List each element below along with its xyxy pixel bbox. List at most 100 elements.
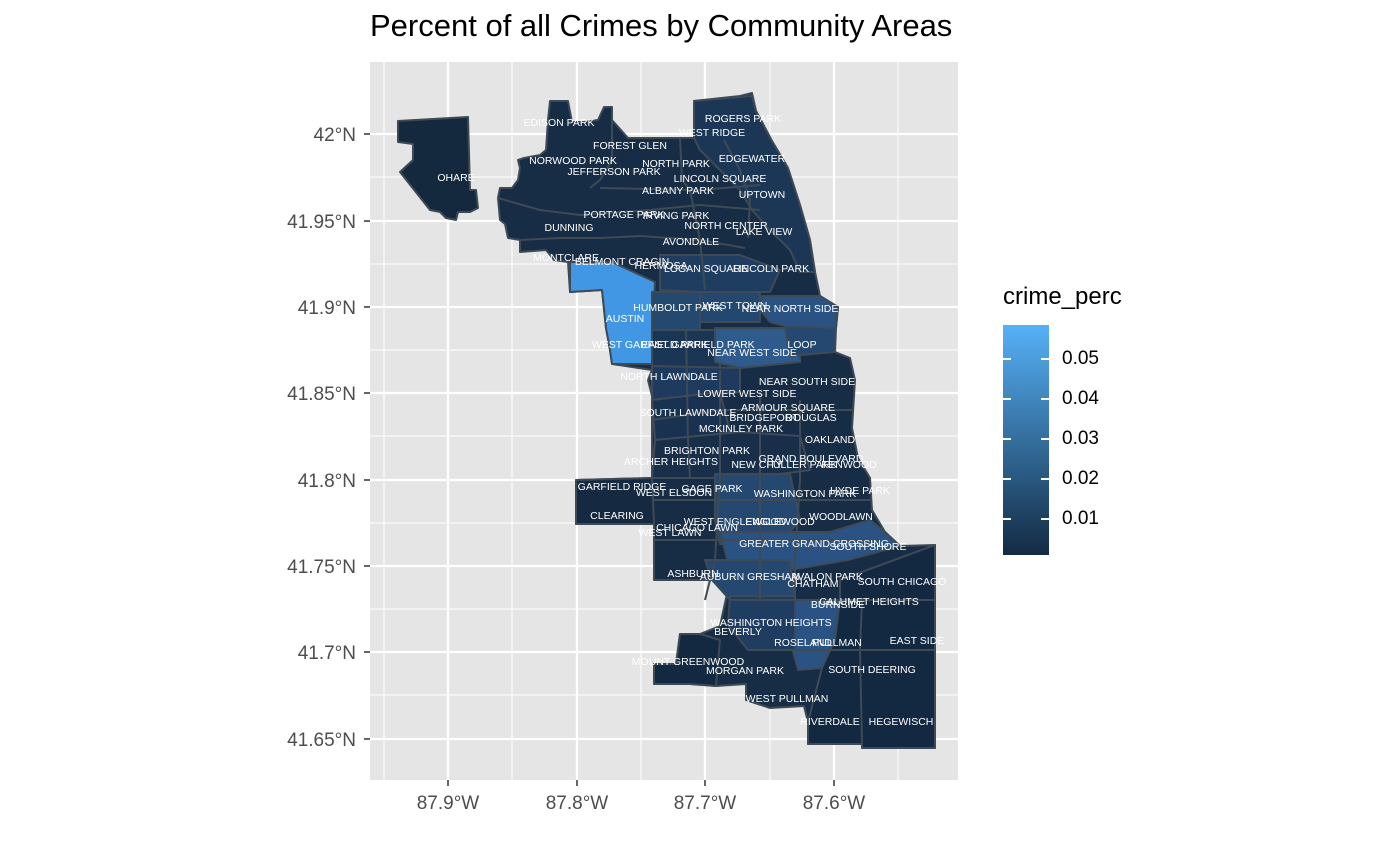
area-label: BELMONT CRAGIN bbox=[575, 256, 669, 268]
area-label: CLEARING bbox=[590, 510, 644, 522]
legend-title: crime_perc bbox=[1003, 283, 1122, 310]
area-label: ENGLEWOOD bbox=[745, 516, 815, 528]
area-label: HUMBOLDT PARK bbox=[633, 302, 722, 314]
area-label: KENWOOD bbox=[821, 459, 877, 471]
area-label: HYDE PARK bbox=[830, 485, 890, 497]
area-label: GRAND BOULEVARD bbox=[759, 453, 864, 465]
x-tick-label: 87.9°W bbox=[417, 793, 480, 814]
area-label: SOUTH DEERING bbox=[828, 664, 916, 676]
area-label: WEST GARFIELD PARK bbox=[592, 339, 708, 351]
area-label: JEFFERSON PARK bbox=[567, 166, 660, 178]
area-label: OHARE bbox=[437, 172, 474, 184]
area-label: AVONDALE bbox=[663, 236, 719, 248]
area-label: WEST LAWN bbox=[638, 527, 701, 539]
legend-label: 0.03 bbox=[1062, 428, 1099, 449]
area-label: NORTH PARK bbox=[642, 158, 710, 170]
legend-label: 0.02 bbox=[1062, 468, 1099, 489]
region-boundaries bbox=[497, 120, 935, 745]
area-label: MORGAN PARK bbox=[706, 665, 784, 677]
area-label: NORTH CENTER bbox=[684, 220, 768, 232]
area-label: LOGAN SQUARE bbox=[664, 263, 748, 275]
area-label: LINCOLN SQUARE bbox=[674, 173, 767, 185]
area-label: MOUNT GREENWOOD bbox=[632, 656, 745, 668]
area-label: FULLER PARK bbox=[767, 459, 838, 471]
x-tick-label: 87.7°W bbox=[674, 793, 737, 814]
area-label: EAST GARFIELD PARK bbox=[641, 339, 754, 351]
area-label: ARMOUR SQUARE bbox=[741, 402, 835, 414]
area-label: BEVERLY bbox=[714, 626, 762, 638]
area-label: ASHBURN bbox=[667, 568, 718, 580]
x-tick-label: 87.6°W bbox=[803, 793, 866, 814]
area-label: CHICAGO LAWN bbox=[656, 522, 738, 534]
area-label: OAKLAND bbox=[805, 434, 856, 446]
area-label: WEST RIDGE bbox=[679, 127, 745, 139]
area-label: AVALON PARK bbox=[791, 571, 863, 583]
area-label: EAST SIDE bbox=[890, 635, 945, 647]
area-label: SOUTH CHICAGO bbox=[858, 576, 947, 588]
area-label: MCKINLEY PARK bbox=[699, 423, 783, 435]
legend-color-bar bbox=[1003, 325, 1049, 555]
area-label: NEAR NORTH SIDE bbox=[742, 303, 839, 315]
area-label: NEAR SOUTH SIDE bbox=[759, 376, 855, 388]
x-axis: 87.9°W 87.8°W 87.7°W 87.6°W bbox=[417, 780, 866, 814]
area-label: ARCHER HEIGHTS bbox=[624, 456, 718, 468]
area-label: UPTOWN bbox=[739, 189, 785, 201]
area-label: FOREST GLEN bbox=[593, 140, 667, 152]
y-tick-label: 41.75°N bbox=[287, 557, 356, 578]
area-label: SOUTH SHORE bbox=[829, 541, 906, 553]
legend-body: 0.05 0.04 0.03 0.02 0.01 bbox=[1003, 325, 1122, 555]
area-label: HERMOSA bbox=[634, 260, 687, 272]
area-label: WOODLAWN bbox=[809, 511, 873, 523]
area-label: EDISON PARK bbox=[524, 117, 595, 129]
y-tick-label: 41.85°N bbox=[287, 384, 356, 405]
y-tick-label: 41.95°N bbox=[287, 212, 356, 233]
area-label: BURNSIDE bbox=[811, 599, 865, 611]
area-label: SOUTH LAWNDALE bbox=[639, 407, 736, 419]
legend-label: 0.04 bbox=[1062, 388, 1099, 409]
area-label: CALUMET HEIGHTS bbox=[819, 596, 919, 608]
legend-label: 0.05 bbox=[1062, 348, 1099, 369]
legend: crime_perc 0.05 0.04 0.03 0.02 0.01 bbox=[1003, 283, 1122, 555]
area-label: WEST ELSDON bbox=[636, 487, 712, 499]
area-label: LOOP bbox=[787, 339, 816, 351]
region-austin bbox=[569, 261, 656, 365]
y-tick-label: 41.9°N bbox=[298, 298, 356, 319]
area-label: NEW CITY bbox=[731, 459, 782, 471]
community-area-polygons bbox=[397, 92, 936, 749]
area-label: NORWOOD PARK bbox=[529, 155, 617, 167]
region-west-center bbox=[651, 431, 811, 479]
x-tick-label: 87.8°W bbox=[546, 793, 609, 814]
area-label: NORTH LAWNDALE bbox=[620, 371, 717, 383]
area-label: MONTCLARE bbox=[533, 252, 599, 264]
y-axis: 42°N 41.95°N 41.9°N 41.85°N 41.8°N 41.75… bbox=[287, 125, 370, 751]
area-label: DUNNING bbox=[545, 222, 594, 234]
area-label: EDGEWATER bbox=[719, 153, 786, 165]
area-label: GREATER GRAND CROSSING bbox=[739, 538, 889, 550]
area-label: ROGERS PARK bbox=[705, 113, 781, 125]
region-mount-greenwood bbox=[653, 633, 721, 687]
page-title: Percent of all Crimes by Community Areas bbox=[370, 8, 953, 43]
area-label: GARFIELD RIDGE bbox=[578, 481, 667, 493]
region-far-southeast bbox=[807, 544, 936, 749]
area-label: WEST PULLMAN bbox=[746, 693, 829, 705]
area-label: LAKE VIEW bbox=[736, 226, 793, 238]
y-tick-label: 42°N bbox=[314, 125, 356, 146]
area-label: AUBURN GRESHAM bbox=[700, 571, 800, 583]
area-label: HEGEWISCH bbox=[869, 716, 934, 728]
area-label: AUSTIN bbox=[606, 313, 645, 325]
y-tick-label: 41.8°N bbox=[298, 471, 356, 492]
region-loop bbox=[784, 325, 837, 357]
area-label: ROSELAND bbox=[774, 637, 832, 649]
area-label: IRVING PARK bbox=[643, 210, 710, 222]
area-label: WASHINGTON PARK bbox=[754, 488, 856, 500]
region-ohare bbox=[397, 116, 479, 221]
area-label: CHATHAM bbox=[787, 578, 838, 590]
area-label: NEAR WEST SIDE bbox=[707, 347, 797, 359]
legend-label: 0.01 bbox=[1062, 508, 1099, 529]
area-label: WEST TOWN bbox=[703, 300, 768, 312]
area-label: LOWER WEST SIDE bbox=[698, 388, 797, 400]
area-label: BRIDGEPORT bbox=[729, 412, 799, 424]
area-label: PULLMAN bbox=[812, 637, 862, 649]
area-label: PORTAGE PARK bbox=[583, 209, 664, 221]
